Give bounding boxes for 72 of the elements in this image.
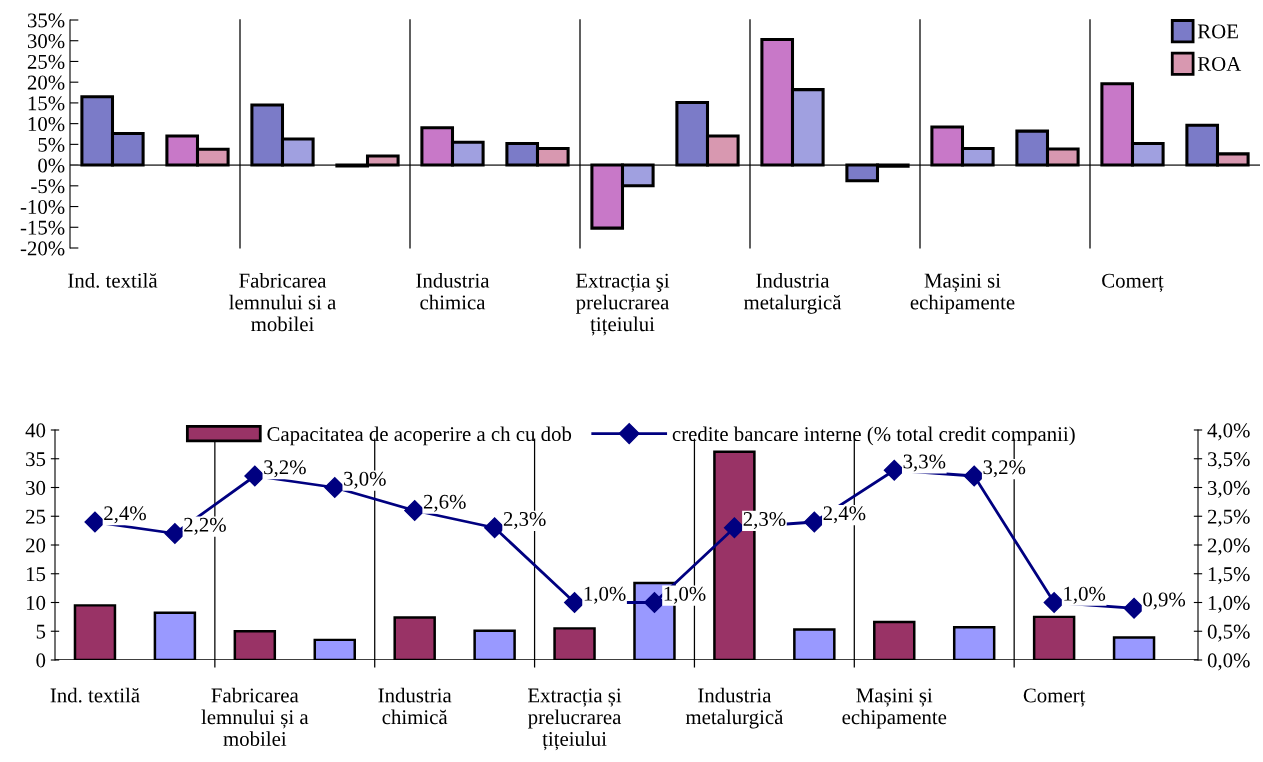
legend-label: ROE	[1197, 24, 1238, 39]
y2-tick-label: 4,0%	[1207, 423, 1250, 441]
legend-label: Capacitatea de acoperire a ch cu dob	[267, 426, 572, 446]
x-tick-label: Comerț	[1023, 688, 1086, 707]
point	[1123, 597, 1145, 619]
y-tick-label: 20	[26, 538, 46, 553]
point	[803, 511, 825, 533]
y-tick-label: 30%	[27, 34, 65, 49]
y-tick-label: 10%	[28, 117, 65, 132]
y2-tick-label: 2,0%	[1207, 538, 1250, 556]
y-tick-label: 15%	[28, 96, 65, 111]
x-tick-label: Fabricarea lemnului și a mobilei	[201, 687, 309, 747]
data-label: 3,2%	[983, 460, 1026, 478]
data-label: 1,0%	[584, 586, 626, 604]
y2-tick-label: 3,5%	[1208, 452, 1250, 470]
y-tick-label: 5	[36, 624, 46, 639]
y-tick-label: 10	[26, 595, 46, 610]
x-tick-label: Industria metalurgică	[743, 273, 842, 314]
data-label: 3,2%	[264, 460, 306, 478]
data-label: 3,3%	[903, 454, 946, 472]
y-tick-label: 35%	[27, 13, 65, 28]
y-tick-label: 25%	[27, 54, 65, 69]
legend-label: ROA	[1197, 56, 1242, 71]
legend-label: credite bancare interne (% total credit companii)	[672, 426, 1075, 446]
data-label: 1,0%	[1064, 586, 1106, 604]
point	[164, 522, 186, 545]
point	[1043, 591, 1065, 614]
data-label: 2,4%	[823, 506, 866, 524]
data-label: 2,3%	[503, 511, 546, 530]
y-tick-label: -5%	[31, 179, 65, 194]
x-tick-label: Mașini si echipamente	[910, 273, 1015, 314]
y2-tick-label: 0,5%	[1207, 624, 1250, 642]
y-tick-label: 15	[26, 567, 46, 582]
x-tick-label: Industria chimică	[378, 687, 452, 725]
x-tick-label: Ind. textilă	[50, 687, 140, 703]
y-tick-label: 5%	[38, 137, 65, 152]
x-tick-label: Industria chimica	[416, 273, 490, 310]
point	[643, 591, 665, 614]
y2-tick-label: 1,5%	[1208, 567, 1250, 585]
y-tick-label: 35	[26, 452, 46, 467]
y-tick-label: -15%	[20, 220, 65, 235]
data-label: 2,2%	[184, 517, 226, 535]
y-tick-label: 20%	[27, 75, 65, 90]
point	[244, 465, 266, 487]
y-tick-label: 40	[25, 423, 46, 438]
point	[84, 511, 106, 533]
data-label: 0,9%	[1143, 592, 1186, 610]
data-label: 3,0%	[344, 471, 386, 489]
y2-tick-label: 3,0%	[1208, 480, 1250, 498]
y-tick-label: 25	[26, 509, 46, 524]
data-label: 2,6%	[423, 494, 466, 512]
data-label: 2,3%	[743, 511, 786, 530]
point	[883, 459, 905, 481]
y-tick-label: 0	[36, 653, 46, 668]
data-label: 2,4%	[104, 506, 146, 524]
point	[723, 517, 745, 539]
x-tick-label: Fabricarea lemnului si a mobilei	[229, 273, 337, 332]
x-tick-label: Comerț	[1102, 273, 1164, 292]
point	[963, 465, 985, 487]
x-tick-label: Industria metalurgică	[685, 687, 784, 729]
y-tick-label: 30	[26, 480, 46, 495]
x-tick-label: Extracția și prelucrarea țițeiului	[528, 688, 622, 751]
y-tick-label: -10%	[20, 199, 65, 215]
y2-tick-label: 2,5%	[1207, 509, 1250, 527]
y-tick-label: 0%	[38, 158, 65, 173]
data-label: 1,0%	[664, 586, 706, 604]
x-tick-label: Ind. textilă	[68, 273, 158, 288]
y2-tick-label: 0,0%	[1207, 653, 1250, 671]
x-tick-label: Extracția şi prelucrarea țițeiului	[575, 273, 670, 336]
x-tick-label: Mașini și echipamente	[842, 688, 947, 729]
y-tick-label: -20%	[20, 241, 65, 256]
y2-tick-label: 1,0%	[1208, 595, 1250, 613]
